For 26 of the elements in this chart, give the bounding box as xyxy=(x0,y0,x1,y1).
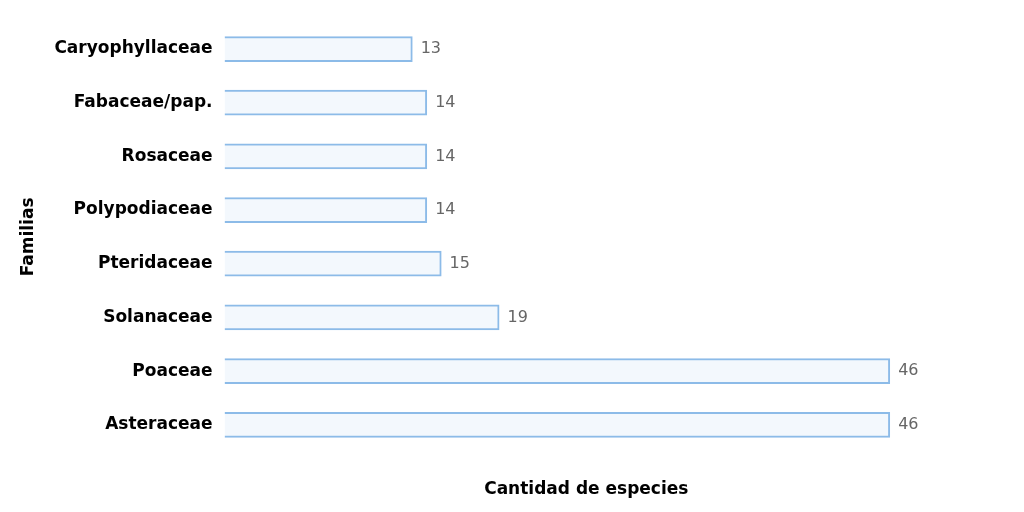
y-tick-label: Polypodiaceae xyxy=(73,198,213,219)
y-tick-label: Solanaceae xyxy=(103,305,213,326)
data-label: 13 xyxy=(420,38,442,58)
y-tick-label: Fabaceae/pap. xyxy=(73,91,213,112)
y-axis-title: Familias xyxy=(16,197,37,277)
bar xyxy=(224,411,891,438)
data-label: 14 xyxy=(435,145,456,165)
data-label: 46 xyxy=(898,360,919,380)
data-label: 15 xyxy=(449,252,470,272)
bar xyxy=(224,36,413,62)
y-tick-label: Pteridaceae xyxy=(98,252,213,273)
data-label: 46 xyxy=(898,413,919,433)
y-tick-label: Asteraceae xyxy=(105,413,213,434)
data-label: 14 xyxy=(435,199,456,219)
bar xyxy=(224,358,891,384)
data-label: 14 xyxy=(435,91,456,111)
bar xyxy=(224,89,428,116)
bar xyxy=(224,250,442,277)
x-axis-title: Cantidad de especies xyxy=(484,478,689,499)
y-tick-label: Poaceae xyxy=(132,359,213,380)
y-tick-label: Caryophyllaceae xyxy=(54,37,213,58)
bar xyxy=(224,197,428,223)
y-tick-label: Rosaceae xyxy=(121,144,213,165)
data-label: 19 xyxy=(507,306,528,326)
bar xyxy=(224,304,500,331)
bar xyxy=(224,143,428,170)
